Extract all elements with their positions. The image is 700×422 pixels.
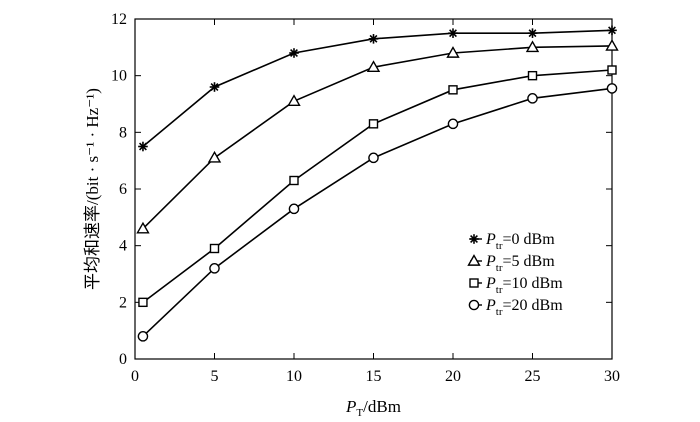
series-layer (136, 25, 619, 342)
data-point (289, 48, 299, 58)
legend-marker (469, 234, 479, 244)
data-point (209, 243, 220, 254)
x-tick-label: 15 (366, 368, 382, 385)
legend-label: Ptr=5 dBm (485, 253, 555, 274)
data-point (607, 65, 617, 75)
axis-labels: PT/dBm 平均和速率/(bit · s⁻¹ · Hz⁻¹) (83, 88, 401, 419)
data-point (607, 25, 617, 36)
data-point (527, 93, 538, 104)
data-point (527, 28, 538, 38)
data-point (209, 82, 220, 92)
y-tick-label: 12 (111, 11, 127, 28)
data-point (209, 263, 220, 274)
x-tick-label: 0 (131, 368, 139, 385)
legend-label: Ptr=20 dBm (485, 297, 563, 318)
y-axis-label: 平均和速率/(bit · s⁻¹ · Hz⁻¹) (83, 88, 102, 290)
data-point (448, 85, 458, 95)
x-tick-label: 5 (211, 368, 219, 385)
x-axis-label: PT/dBm (345, 397, 401, 419)
data-point (287, 94, 301, 106)
axes: 0 5 10 15 20 25 30 0 2 4 6 8 10 12 (111, 11, 620, 385)
data-point (138, 297, 148, 308)
x-tick-label: 30 (604, 368, 620, 385)
data-point (137, 331, 149, 342)
data-point (525, 40, 540, 53)
data-point (288, 203, 300, 215)
series-2 (136, 39, 619, 234)
y-tick-label: 0 (119, 351, 127, 368)
series-1 (138, 25, 617, 152)
legend-entry: Ptr=5 dBm (467, 253, 555, 274)
legend-entry: Ptr=20 dBm (468, 297, 563, 318)
data-point (368, 119, 379, 129)
legend-entry: Ptr=10 dBm (469, 275, 563, 296)
data-point (446, 46, 460, 58)
legend-marker (469, 278, 479, 288)
data-point (448, 28, 458, 38)
data-point (606, 83, 618, 94)
legend-label: Ptr=10 dBm (485, 275, 563, 296)
series-3 (138, 65, 617, 308)
data-point (447, 118, 459, 130)
legend-marker (468, 299, 480, 311)
data-point (605, 39, 619, 51)
legend-marker (467, 254, 481, 266)
y-tick-label: 2 (119, 294, 127, 311)
data-point (136, 221, 150, 234)
x-tick-label: 10 (286, 368, 302, 385)
data-point (366, 60, 381, 72)
y-tick-label: 10 (111, 68, 127, 85)
data-point (368, 152, 379, 164)
x-tick-label: 20 (445, 368, 461, 385)
data-point (138, 141, 148, 152)
legend-entry: Ptr=0 dBm (469, 231, 555, 252)
data-point (368, 34, 379, 44)
x-tick-label: 25 (525, 368, 541, 385)
series-line (142, 45, 613, 230)
data-point (207, 150, 222, 163)
y-tick-label: 8 (119, 124, 127, 141)
data-point (289, 175, 299, 186)
data-point (527, 70, 538, 81)
series-4 (137, 83, 618, 342)
y-tick-label: 4 (119, 238, 127, 255)
legend-label: Ptr=0 dBm (485, 231, 555, 252)
y-tick-label: 6 (119, 181, 127, 198)
